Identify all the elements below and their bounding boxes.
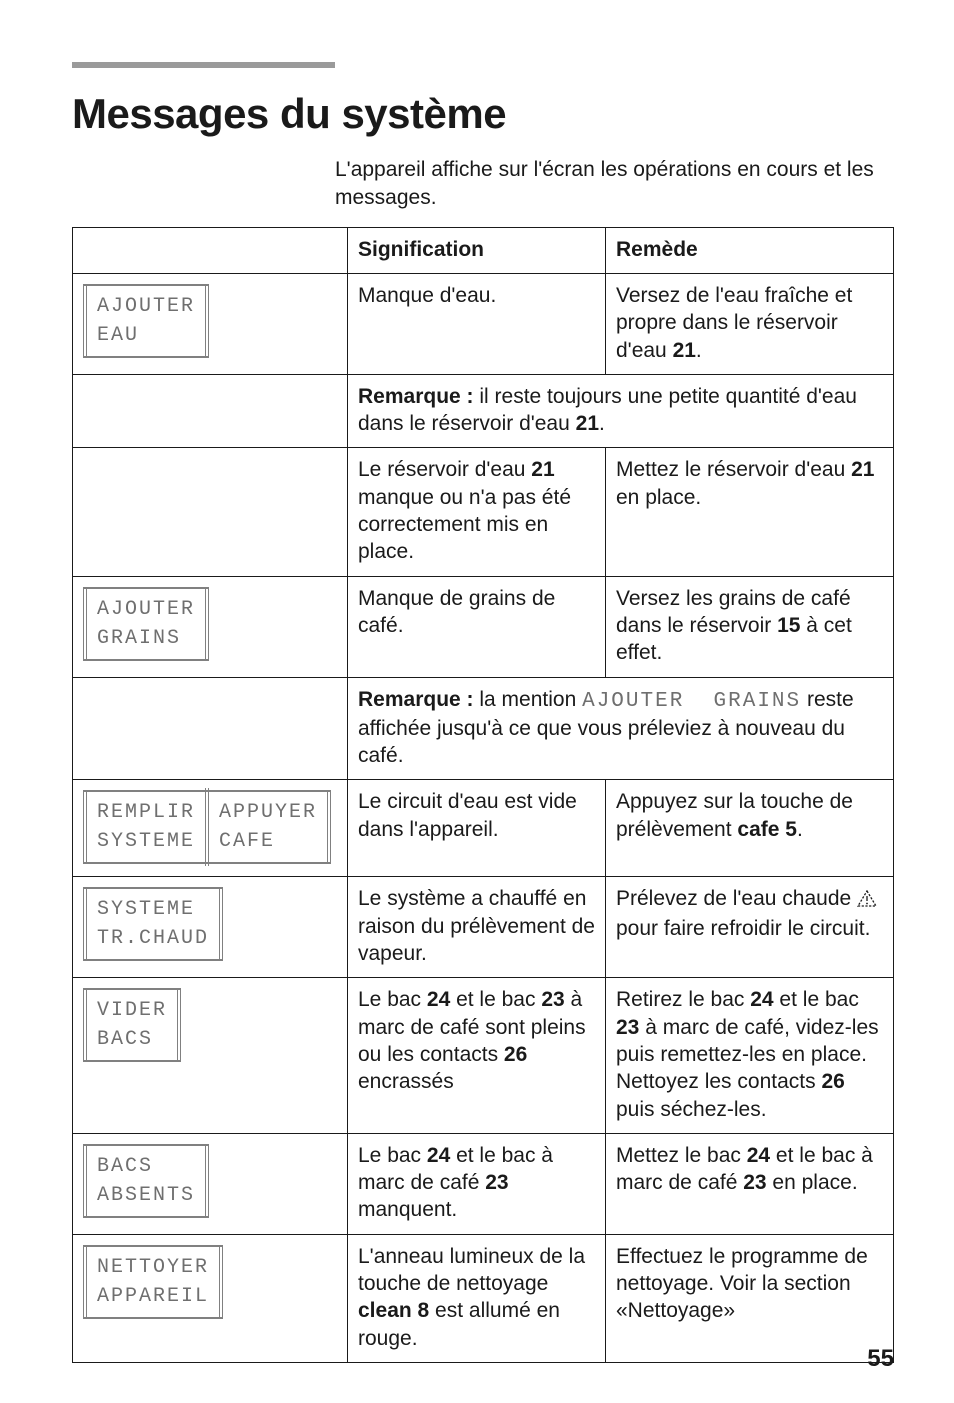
display-cell: AJOUTERGRAINS xyxy=(73,576,348,677)
table-row: REMPLIRSYSTEMEAPPUYERCAFELe circuit d'ea… xyxy=(73,780,894,877)
display-cell xyxy=(73,677,348,780)
signification-cell: L'anneau lumineux de la touche de nettoy… xyxy=(348,1234,606,1362)
header-signification: Signification xyxy=(348,227,606,273)
header-remede: Remède xyxy=(606,227,894,273)
display-cell: VIDERBACS xyxy=(73,978,348,1133)
lcd-display: AJOUTERGRAINS xyxy=(83,585,209,663)
signification-cell: Le réservoir d'eau 21 manque ou n'a pas … xyxy=(348,448,606,576)
page: Messages du système L'appareil affiche s… xyxy=(0,0,954,1403)
header-rule xyxy=(72,62,335,68)
table-header-row: Signification Remède xyxy=(73,227,894,273)
remede-cell: Versez les grains de café dans le réserv… xyxy=(606,576,894,677)
page-title: Messages du système xyxy=(72,90,894,138)
remede-cell: Prélevez de l'eau chaude pour faire refr… xyxy=(606,877,894,978)
lcd-display: NETTOYERAPPAREIL xyxy=(83,1243,223,1321)
table-row: Remarque : il reste toujours une petite … xyxy=(73,374,894,448)
table-body: AJOUTEREAU Manque d'eau.Versez de l'eau f… xyxy=(73,273,894,1362)
signification-cell: Le circuit d'eau est vide dans l'apparei… xyxy=(348,780,606,877)
table-row: Le réservoir d'eau 21 manque ou n'a pas … xyxy=(73,448,894,576)
table-row: Remarque : la mention AJOUTER GRAINS res… xyxy=(73,677,894,780)
note-cell: Remarque : la mention AJOUTER GRAINS res… xyxy=(348,677,894,780)
lcd-display: BACSABSENTS xyxy=(83,1142,209,1220)
display-cell: SYSTEMETR.CHAUD xyxy=(73,877,348,978)
table-row: VIDERBACS Le bac 24 et le bac 23 à marc d… xyxy=(73,978,894,1133)
display-cell xyxy=(73,374,348,448)
signification-cell: Le bac 24 et le bac à marc de café 23 ma… xyxy=(348,1133,606,1234)
table-row: BACSABSENTS Le bac 24 et le bac à marc de… xyxy=(73,1133,894,1234)
remede-cell: Effectuez le programme de nettoyage. Voi… xyxy=(606,1234,894,1362)
remede-cell: Mettez le bac 24 et le bac à marc de caf… xyxy=(606,1133,894,1234)
display-cell xyxy=(73,448,348,576)
remede-cell: Appuyez sur la touche de prélèvement caf… xyxy=(606,780,894,877)
header-empty xyxy=(73,227,348,273)
lcd-display: SYSTEMETR.CHAUD xyxy=(83,885,223,963)
display-cell: BACSABSENTS xyxy=(73,1133,348,1234)
note-cell: Remarque : il reste toujours une petite … xyxy=(348,374,894,448)
remede-cell: Mettez le réservoir d'eau 21 en place. xyxy=(606,448,894,576)
signification-cell: Le système a chauffé en raison du prélèv… xyxy=(348,877,606,978)
display-cell: AJOUTEREAU xyxy=(73,273,348,374)
lcd-display: AJOUTEREAU xyxy=(83,282,209,360)
remede-cell: Retirez le bac 24 et le bac 23 à marc de… xyxy=(606,978,894,1133)
signification-cell: Le bac 24 et le bac 23 à marc de café so… xyxy=(348,978,606,1133)
lcd-display: REMPLIRSYSTEMEAPPUYERCAFE xyxy=(83,788,331,866)
remede-cell: Versez de l'eau fraîche et propre dans l… xyxy=(606,273,894,374)
display-cell: NETTOYERAPPAREIL xyxy=(73,1234,348,1362)
lcd-display: VIDERBACS xyxy=(83,986,181,1064)
table-row: AJOUTEREAU Manque d'eau.Versez de l'eau f… xyxy=(73,273,894,374)
table-row: AJOUTERGRAINS Manque de grains de café.Ve… xyxy=(73,576,894,677)
table-row: NETTOYERAPPAREIL L'anneau lumineux de la … xyxy=(73,1234,894,1362)
display-cell: REMPLIRSYSTEMEAPPUYERCAFE xyxy=(73,780,348,877)
signification-cell: Manque de grains de café. xyxy=(348,576,606,677)
intro-text: L'appareil affiche sur l'écran les opéra… xyxy=(335,156,894,213)
signification-cell: Manque d'eau. xyxy=(348,273,606,374)
messages-table: Signification Remède AJOUTEREAU Manque d'… xyxy=(72,227,894,1363)
page-number: 55 xyxy=(867,1345,894,1373)
table-row: SYSTEMETR.CHAUD Le système a chauffé en r… xyxy=(73,877,894,978)
